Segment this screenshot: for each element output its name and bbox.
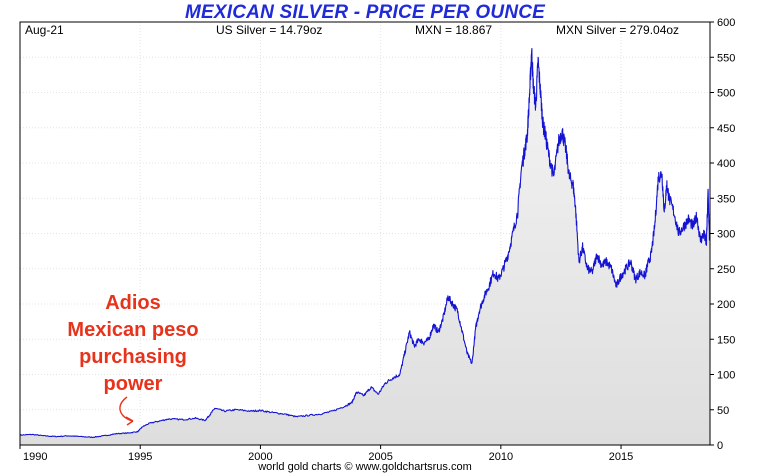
y-tick-label: 250	[717, 264, 735, 276]
x-tick-label: 1995	[128, 451, 152, 463]
y-tick-label: 100	[717, 370, 735, 382]
header-mxn: MXN = 18.867	[415, 23, 492, 37]
chart-title: MEXICAN SILVER - PRICE PER OUNCE	[184, 2, 546, 23]
annotation-line-4: power	[104, 373, 163, 395]
x-tick-label: 2010	[489, 451, 513, 463]
annotation-line-3: purchasing	[79, 346, 187, 368]
annotation-arrowhead	[125, 416, 134, 426]
y-tick-label: 300	[717, 229, 735, 241]
price-area	[20, 48, 710, 445]
x-tick-label: 2005	[368, 451, 392, 463]
x-axis: 1990 1995 2000 2005 2010 2015	[19, 445, 633, 463]
y-tick-label: 450	[717, 123, 735, 135]
y-tick-label: 0	[717, 440, 723, 452]
annotation-line-1: Adios	[105, 292, 161, 314]
x-tick-label: 1990	[23, 451, 47, 463]
x-tick-label: 2015	[609, 451, 633, 463]
annotation-line-2: Mexican peso	[67, 319, 198, 341]
x-tick-label: 2000	[248, 451, 272, 463]
chart-credit: world gold charts © www.goldchartsrus.co…	[258, 461, 472, 473]
y-axis: 0 50 100 150 200 250 300 350 400 450 500 550 600	[710, 17, 735, 452]
y-tick-label: 600	[717, 17, 735, 29]
header-us-silver: US Silver = 14.79oz	[216, 23, 322, 37]
y-tick-label: 200	[717, 299, 735, 311]
annotation-arrow	[119, 396, 133, 422]
header-date: Aug-21	[25, 23, 64, 37]
y-tick-label: 350	[717, 193, 735, 205]
annotation: Adios Mexican peso purchasing power	[67, 292, 199, 426]
header-mxn-silver: MXN Silver = 279.04oz	[556, 23, 679, 37]
y-tick-label: 150	[717, 334, 735, 346]
y-tick-label: 50	[717, 405, 729, 417]
y-tick-label: 400	[717, 158, 735, 170]
y-tick-label: 500	[717, 88, 735, 100]
y-tick-label: 550	[717, 52, 735, 64]
price-line	[20, 48, 710, 439]
